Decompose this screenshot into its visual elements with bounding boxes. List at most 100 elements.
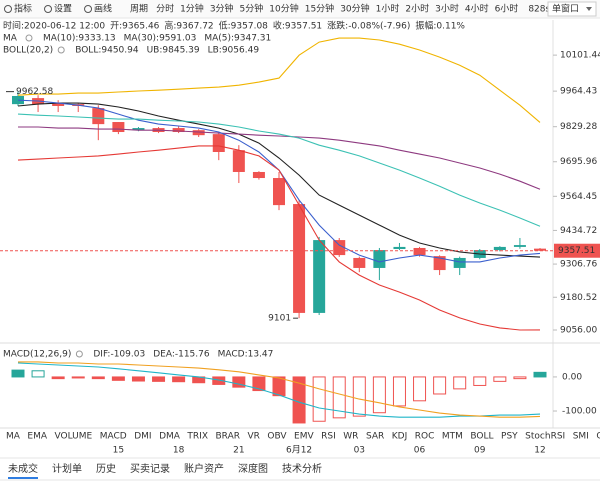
info-change: -0.08%(-7.96) <box>348 22 410 32</box>
macd-bar <box>372 376 386 414</box>
indicator-tab[interactable]: SAR <box>366 432 384 442</box>
y-tick-label: 9180.52 <box>560 293 597 303</box>
x-tick-label: 18 <box>173 446 185 456</box>
indicator-tab[interactable]: EMV <box>294 432 314 442</box>
legend-entry: LB:9056.49 <box>208 46 260 56</box>
indicator-tab[interactable]: WR <box>343 432 358 442</box>
toolbar-bg <box>0 0 600 18</box>
indicator-tab[interactable]: MTM <box>442 432 463 442</box>
legend-entry: MACD:13.47 <box>218 350 274 360</box>
indicator-tab[interactable]: EMA <box>27 432 47 442</box>
dropdown-arrow <box>586 7 592 11</box>
high-marker: 9962.58 <box>16 87 53 97</box>
period-button[interactable]: 15分钟 <box>305 3 334 15</box>
candle-body <box>172 128 185 133</box>
candle-body <box>373 250 386 268</box>
candle-body <box>112 122 125 133</box>
info-change-label: 涨跌: <box>327 21 348 32</box>
legend-icon <box>75 350 83 358</box>
candle-body <box>313 240 326 313</box>
macd-bar <box>453 376 467 390</box>
indicator-tab[interactable]: TRIX <box>186 432 208 442</box>
candle-body <box>353 257 366 268</box>
period-button[interactable]: 6小时 <box>495 3 519 15</box>
indicator-tab[interactable]: StochRSI <box>525 432 565 442</box>
macd-bar <box>152 376 166 382</box>
window-select[interactable] <box>547 1 597 17</box>
tool-icon <box>84 5 93 13</box>
y-tick-label: 9829.28 <box>560 122 597 132</box>
legend-entry: DEA:-115.76 <box>153 350 210 360</box>
legend-entry: UB:9845.39 <box>147 46 200 56</box>
x-tick-label: 09 <box>474 446 486 456</box>
macd-bar <box>332 376 346 419</box>
macd-bar <box>91 376 105 380</box>
indicator-tab[interactable]: OBV <box>267 432 287 442</box>
bottom-tab[interactable]: 未成交 <box>8 462 38 475</box>
period-button[interactable]: 1分钟 <box>180 3 204 15</box>
macd-bar <box>131 376 145 382</box>
y-tick-label: 9564.45 <box>560 192 597 202</box>
bottom-tab[interactable]: 计划单 <box>52 462 82 475</box>
period-button[interactable]: 3小时 <box>435 3 459 15</box>
candle-body <box>453 257 466 268</box>
macd-bar <box>272 376 286 397</box>
indicator-tab[interactable]: PSY <box>501 432 518 442</box>
tool-button[interactable]: 画线 <box>94 3 112 15</box>
macd-bar <box>473 376 487 386</box>
indicator-tab[interactable]: MACD <box>100 432 127 442</box>
bottom-tab[interactable]: 历史 <box>96 463 116 475</box>
bottom-tab[interactable]: 买卖记录 <box>130 463 170 475</box>
macd-bar <box>111 376 125 381</box>
legend-title: MA <box>3 34 18 44</box>
indicator-tab[interactable]: VR <box>247 432 259 442</box>
macd-bar <box>433 376 447 395</box>
macd-bar <box>312 376 326 422</box>
tool-icon <box>4 5 12 13</box>
candle-body <box>52 103 65 106</box>
indicator-tab[interactable]: BOLL <box>470 432 493 442</box>
period-button[interactable]: 2小时 <box>405 3 429 15</box>
indicator-tab[interactable]: CCI <box>596 432 600 442</box>
indicator-tab[interactable]: DMI <box>134 432 151 442</box>
bottom-tab[interactable]: 账户资产 <box>184 462 224 475</box>
macd-bar <box>31 370 45 378</box>
period-button[interactable]: 30分钟 <box>340 3 369 15</box>
candle-body <box>433 256 446 271</box>
candle-body <box>273 178 285 206</box>
indicator-tab[interactable]: VOLUME <box>55 432 93 442</box>
indicator-tab[interactable]: KDJ <box>392 432 408 442</box>
indicator-tab[interactable]: SMI <box>573 432 589 442</box>
macd-bar <box>513 376 527 380</box>
period-button[interactable]: 1小时 <box>376 3 400 15</box>
info-high: 高:9367.72 <box>164 20 213 32</box>
tool-button[interactable]: 指标 <box>14 3 32 15</box>
bottom-tab[interactable]: 技术分析 <box>282 462 322 475</box>
legend-title: BOLL(20,2) <box>3 46 53 56</box>
indicator-tab[interactable]: BRAR <box>216 432 240 442</box>
indicator-tab[interactable]: ROC <box>415 432 435 442</box>
macd-bar <box>413 376 427 402</box>
macd-bar <box>71 376 85 379</box>
indicator-tab[interactable]: DMA <box>159 432 181 442</box>
candle-body <box>293 204 306 313</box>
x-tick-label: 03 <box>354 446 365 456</box>
period-button[interactable]: 分时 <box>156 3 174 15</box>
period-button[interactable]: 3分钟 <box>210 3 234 15</box>
indicator-tab[interactable]: RSI <box>321 432 336 442</box>
info-close: 收:9357.51 <box>273 20 322 32</box>
candle-body <box>232 150 245 172</box>
indicator-tab[interactable]: MA <box>6 432 21 442</box>
window-mode[interactable]: 单窗口 <box>552 3 579 15</box>
legend-entry: MA(5):9347.31 <box>204 34 271 44</box>
x-tick-label: 12 <box>534 446 545 456</box>
tool-button[interactable]: 设置 <box>54 4 72 15</box>
period-button[interactable]: 5分钟 <box>240 3 264 15</box>
period-button[interactable]: 10分钟 <box>269 3 298 15</box>
candle-body <box>192 130 205 136</box>
candle-body <box>413 247 426 256</box>
period-button[interactable]: 4小时 <box>465 3 489 15</box>
y-tick-label: 9056.00 <box>560 326 597 336</box>
bottom-tab[interactable]: 深度图 <box>238 462 268 475</box>
